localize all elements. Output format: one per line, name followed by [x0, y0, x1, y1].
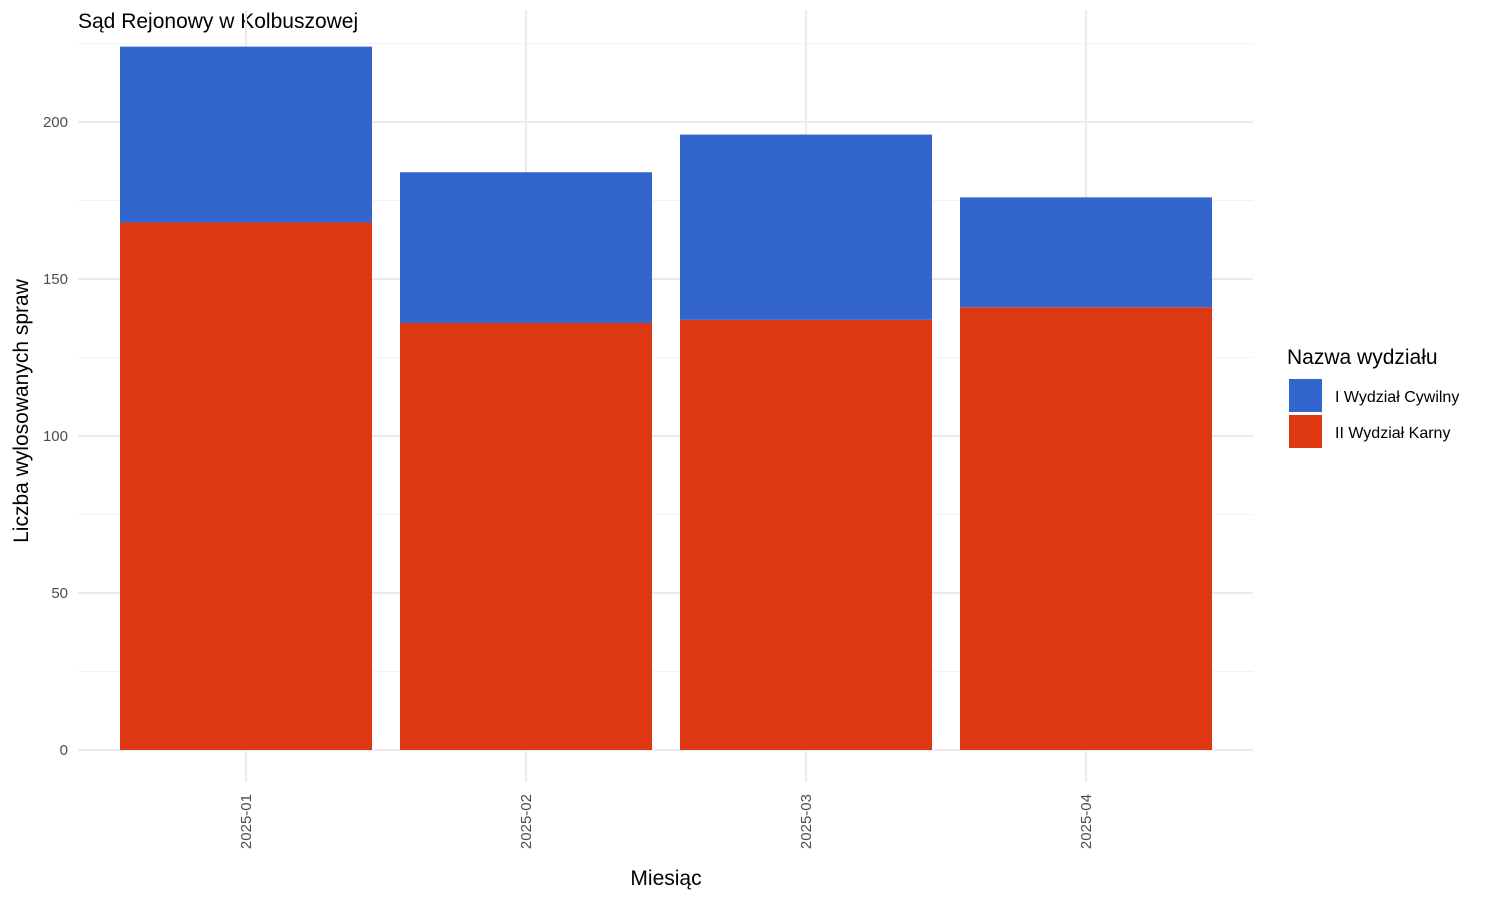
bar-segment — [120, 222, 372, 751]
legend-swatch — [1289, 379, 1322, 412]
bar-segment — [960, 197, 1212, 308]
x-tick-label: 2025-04 — [1078, 794, 1095, 849]
legend: Nazwa wydziału I Wydział Cywilny II Wydzi… — [1287, 346, 1459, 448]
y-tick-label: 50 — [51, 585, 68, 602]
y-axis-ticks: 0 50 100 150 200 — [43, 114, 68, 759]
bar-segment — [400, 172, 652, 323]
x-axis-title: Miesiąc — [630, 867, 701, 890]
legend-entries: I Wydział Cywilny II Wydział Karny — [1289, 379, 1459, 448]
y-tick-label: 200 — [43, 114, 68, 131]
bar-segment — [960, 307, 1212, 750]
y-axis-title: Liczba wylosowanych spraw — [10, 278, 33, 543]
y-tick-label: 0 — [60, 742, 68, 759]
legend-title: Nazwa wydziału — [1287, 346, 1438, 369]
bar-segment — [120, 46, 372, 223]
bar-segment — [680, 134, 932, 320]
bar-segment — [400, 322, 652, 750]
y-tick-label: 150 — [43, 271, 68, 288]
x-tick-label: 2025-03 — [798, 794, 815, 849]
bars — [120, 46, 1212, 751]
bar-segment — [680, 319, 932, 750]
x-tick-label: 2025-02 — [518, 794, 535, 849]
legend-label: I Wydział Cywilny — [1335, 389, 1459, 406]
legend-label: II Wydział Karny — [1335, 425, 1450, 442]
chart-title: Sąd Rejonowy w Kolbuszowej — [78, 10, 358, 33]
legend-swatch — [1289, 415, 1322, 448]
x-tick-label: 2025-01 — [238, 794, 255, 849]
x-axis-ticks: 2025-01 2025-02 2025-03 2025-04 — [238, 794, 1095, 849]
y-tick-label: 100 — [43, 428, 68, 445]
